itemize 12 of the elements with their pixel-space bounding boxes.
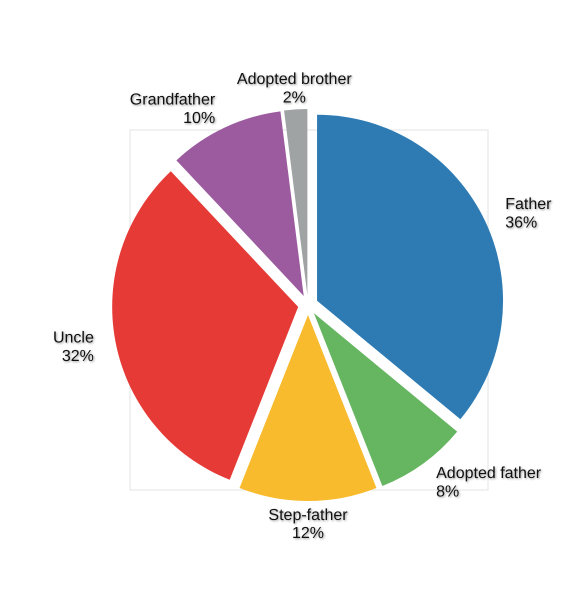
slice-label: Adopted brother xyxy=(236,71,352,88)
data-label: 32% xyxy=(62,348,94,366)
data-label: 12% xyxy=(292,525,324,542)
data-label: 36% xyxy=(505,214,538,232)
data-label: 2% xyxy=(282,90,306,107)
data-label: 8% xyxy=(436,484,460,501)
slice-label: Uncle xyxy=(52,330,94,347)
slice-label: Grandfather xyxy=(130,92,216,109)
data-label: 10% xyxy=(183,110,216,127)
slice-label: Adopted father xyxy=(436,465,542,482)
slice-label: Father xyxy=(505,196,552,213)
slice-label: Step-father xyxy=(268,506,348,524)
